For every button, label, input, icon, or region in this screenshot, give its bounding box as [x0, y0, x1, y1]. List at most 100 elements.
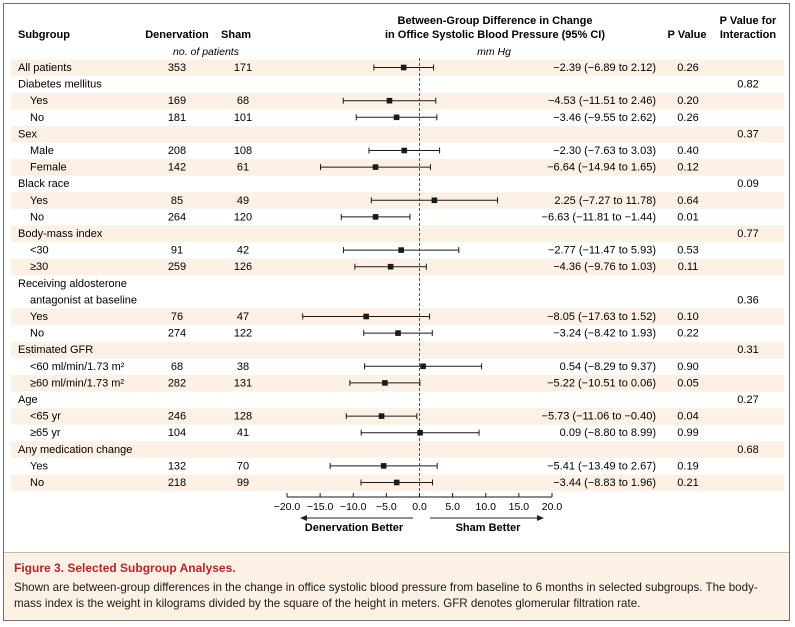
point-estimate [417, 429, 423, 436]
point-estimate [400, 64, 407, 71]
figure-caption: Figure 3. Selected Subgroup Analyses. Sh… [4, 552, 789, 620]
subgroup-level-label: No [30, 477, 44, 489]
p-value: 0.12 [677, 162, 698, 174]
point-estimate [372, 214, 379, 220]
sham-count: 120 [234, 211, 252, 223]
point-estimate [363, 313, 369, 320]
x-tick-label: 0.0 [412, 501, 427, 513]
point-estimate [372, 164, 379, 170]
p-interaction-value: 0.31 [737, 344, 758, 356]
subgroup-level-label: No [30, 211, 44, 223]
p-value: 0.26 [677, 62, 698, 74]
subgroup-heading: Any medication change [18, 444, 132, 456]
subgroup-heading: Receiving aldosterone [18, 278, 127, 290]
p-value: 0.04 [677, 411, 698, 423]
point-estimate [386, 97, 393, 104]
ci-text: −3.24 (−8.42 to 1.93) [553, 328, 656, 340]
denervation-count: 353 [168, 62, 186, 74]
point-estimate [382, 380, 388, 386]
denervation-count: 274 [168, 328, 186, 340]
x-tick-label: 10.0 [476, 501, 497, 513]
sham-count: 38 [237, 361, 249, 373]
p-value: 0.11 [678, 261, 699, 273]
subgroup-level-label: Female [30, 162, 67, 174]
p-value: 0.22 [677, 328, 698, 340]
subheader-mmhg: mm Hg [477, 46, 511, 58]
ci-text: −5.73 (−11.06 to −0.40) [542, 411, 656, 423]
ci-text: −8.05 (−17.63 to 1.52) [547, 311, 656, 323]
ci-text: −4.36 (−9.76 to 1.03) [553, 261, 656, 273]
p-interaction-value: 0.37 [737, 128, 758, 140]
row-band [11, 341, 784, 359]
subgroup-heading-line2: antagonist at baseline [30, 294, 137, 306]
ci-text: −6.63 (−11.81 to −1.44) [542, 211, 656, 223]
denervation-count: 132 [168, 460, 186, 472]
ci-text: −3.44 (−8.83 to 1.96) [553, 477, 656, 489]
header-p-interaction-line2: Interaction [720, 29, 777, 41]
denervation-count: 142 [168, 162, 186, 174]
p-value: 0.64 [677, 195, 698, 207]
forest-plot: Subgroup Denervation Sham Between-Group … [11, 15, 784, 534]
subgroup-heading: Estimated GFR [18, 344, 93, 356]
p-interaction-value: 0.82 [737, 79, 758, 91]
x-tick-label: −15.0 [307, 501, 334, 513]
subheader-patients: no. of patients [173, 46, 240, 58]
ci-text: 0.09 (−8.80 to 8.99) [560, 427, 656, 439]
header-sham: Sham [221, 29, 251, 41]
x-tick-label: −10.0 [340, 501, 367, 513]
sham-count: 99 [237, 477, 249, 489]
sham-count: 126 [234, 261, 252, 273]
denervation-count: 76 [171, 311, 183, 323]
header-difference-line2: in Office Systolic Blood Pressure (95% C… [385, 29, 605, 41]
sham-count: 42 [237, 245, 249, 257]
ci-text: −2.77 (−11.47 to 5.93) [548, 245, 656, 257]
denervation-count: 104 [168, 427, 186, 439]
subgroup-level-label: Yes [30, 311, 48, 323]
p-interaction-value: 0.09 [737, 178, 758, 190]
p-value: 0.90 [677, 361, 698, 373]
subgroup-level-label: <30 [30, 245, 49, 257]
denervation-count: 264 [168, 211, 186, 223]
subgroup-level-label: ≥30 [30, 261, 48, 273]
p-interaction-value: 0.68 [737, 444, 758, 456]
subgroup-level-label: No [30, 112, 44, 124]
header-denervation: Denervation [145, 29, 209, 41]
sham-count: 70 [237, 460, 249, 472]
row-band [11, 125, 784, 143]
point-estimate [431, 197, 438, 204]
p-value: 0.01 [677, 211, 698, 223]
sham-count: 122 [234, 328, 252, 340]
subgroup-level-label: <65 yr [30, 411, 61, 423]
p-interaction-value: 0.27 [737, 394, 758, 406]
label-sham-better: Sham Better [456, 522, 522, 534]
header-p-interaction-line1: P Value for [720, 15, 777, 27]
p-value: 0.53 [677, 245, 698, 257]
ci-text: −3.46 (−9.55 to 2.62) [553, 112, 656, 124]
arrow-right-icon [430, 515, 544, 521]
sham-count: 41 [237, 427, 249, 439]
p-value: 0.26 [677, 112, 698, 124]
row-band [11, 441, 784, 458]
subgroup-heading: Black race [18, 178, 69, 190]
p-value: 0.05 [677, 377, 698, 389]
point-estimate [378, 413, 385, 419]
sham-count: 68 [237, 95, 249, 107]
header-p-value: P Value [668, 29, 707, 41]
point-estimate [393, 114, 400, 121]
subgroup-heading: Sex [18, 128, 37, 140]
ci-text: −4.53 (−11.51 to 2.46) [548, 95, 656, 107]
sham-count: 101 [234, 112, 252, 124]
sham-count: 47 [237, 311, 249, 323]
sham-count: 171 [234, 62, 252, 74]
x-tick-label: 20.0 [542, 501, 563, 513]
ci-text: −5.41 (−13.49 to 2.67) [547, 460, 656, 472]
x-tick-label: 15.0 [509, 501, 530, 513]
p-interaction-value: 0.36 [737, 294, 758, 306]
ci-text: 2.25 (−7.27 to 11.78) [554, 195, 656, 207]
point-estimate [393, 479, 400, 486]
subgroup-heading: Body-mass index [18, 228, 103, 240]
denervation-count: 282 [168, 377, 186, 389]
subgroup-level-label: ≥65 yr [30, 427, 61, 439]
arrow-left-icon [300, 515, 413, 521]
point-estimate [420, 363, 426, 370]
